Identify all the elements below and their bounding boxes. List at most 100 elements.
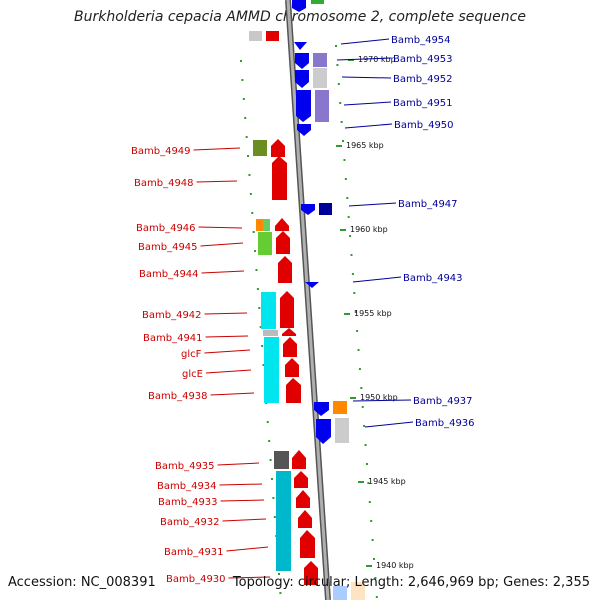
lane-dot bbox=[347, 216, 350, 218]
gene-arrow bbox=[296, 90, 311, 122]
lane-dot bbox=[240, 60, 242, 62]
leader-line bbox=[352, 399, 412, 402]
lane-dot bbox=[337, 83, 340, 85]
gene-arrow bbox=[305, 282, 319, 288]
gene-label-right: Bamb_4951 bbox=[393, 98, 453, 109]
lane-dot bbox=[373, 558, 375, 560]
gene-arrow bbox=[316, 419, 331, 444]
gene-label-right: Bamb_4937 bbox=[413, 396, 473, 407]
gene-label-left: Bamb_4945 bbox=[138, 242, 198, 253]
lane-dot bbox=[254, 250, 257, 252]
lane-dot bbox=[351, 273, 354, 275]
leader-line bbox=[341, 76, 392, 79]
feature-block bbox=[263, 330, 278, 336]
gene-arrow bbox=[295, 70, 309, 88]
feature-block bbox=[333, 401, 347, 414]
lane-dot bbox=[363, 425, 366, 427]
gene-arrow bbox=[280, 291, 294, 328]
gene-label-left: Bamb_4933 bbox=[158, 497, 218, 508]
gene-label-right: Bamb_4950 bbox=[394, 120, 454, 131]
lane-dot bbox=[278, 573, 280, 575]
lane-dot bbox=[374, 577, 377, 579]
ruler-label: 1965 kbp bbox=[346, 141, 384, 150]
gene-label-right: Bamb_4936 bbox=[415, 418, 475, 429]
feature-tracks bbox=[249, 0, 365, 600]
gene-label-left: Bamb_4930 bbox=[166, 574, 226, 585]
lane-dot bbox=[247, 155, 250, 157]
leader-line bbox=[344, 123, 393, 129]
lane-dot bbox=[340, 121, 343, 123]
feature-block bbox=[335, 418, 349, 443]
gene-arrow bbox=[282, 328, 296, 336]
lane-dot bbox=[273, 516, 276, 518]
gene-arrow bbox=[298, 510, 312, 528]
accession-text: Accession: NC_008391 bbox=[8, 575, 156, 590]
gene-arrow bbox=[294, 471, 308, 488]
leader-line bbox=[201, 270, 245, 274]
feature-block bbox=[333, 586, 347, 600]
ruler-tick bbox=[344, 313, 350, 315]
gene-label-right: Bamb_4953 bbox=[393, 54, 453, 65]
leader-line bbox=[193, 147, 241, 151]
lane-dot bbox=[270, 478, 273, 480]
leader-line bbox=[340, 38, 390, 45]
gene-arrow bbox=[283, 337, 297, 357]
ruler-tick bbox=[366, 565, 372, 567]
feature-block bbox=[351, 582, 365, 600]
ruler-tick bbox=[340, 229, 346, 231]
lane-dot bbox=[375, 596, 378, 598]
lane-dot bbox=[371, 539, 374, 541]
leader-line bbox=[196, 180, 238, 183]
leader-line bbox=[200, 242, 244, 247]
lane-dot bbox=[349, 235, 352, 237]
feature-block bbox=[319, 203, 332, 215]
leader-line bbox=[210, 392, 255, 396]
gene-arrow bbox=[301, 204, 315, 215]
lane-dot bbox=[261, 345, 264, 347]
gene-arrow bbox=[292, 0, 306, 12]
gene-label-left: glcE bbox=[182, 369, 203, 380]
feature-block bbox=[315, 90, 329, 122]
gene-label-left: Bamb_4946 bbox=[136, 223, 196, 234]
lane-dot bbox=[342, 140, 345, 142]
ruler-tick bbox=[348, 59, 354, 61]
gene-arrow bbox=[285, 358, 299, 377]
feature-block bbox=[313, 53, 327, 67]
leader-line bbox=[226, 546, 269, 552]
lane-dot bbox=[252, 231, 255, 233]
lane-dot bbox=[367, 482, 370, 484]
leader-line bbox=[217, 462, 260, 466]
lane-dot bbox=[262, 364, 265, 366]
feature-block bbox=[256, 219, 263, 231]
feature-block bbox=[311, 0, 324, 4]
gene-arrow bbox=[304, 561, 318, 585]
leader-line bbox=[352, 276, 402, 283]
ruler-label: 1960 kbp bbox=[350, 225, 388, 234]
gene-arrow bbox=[294, 42, 307, 50]
gene-label-left: Bamb_4932 bbox=[160, 517, 220, 528]
lane-dot bbox=[256, 288, 259, 290]
lane-dot bbox=[343, 159, 346, 161]
lane-dot bbox=[356, 330, 359, 332]
ruler-tick bbox=[350, 397, 356, 399]
map-title: Burkholderia cepacia AMMD chromosome 2, … bbox=[74, 9, 526, 25]
lane-dot bbox=[357, 349, 360, 351]
backbone-highlight bbox=[286, 0, 330, 600]
gene-label-left: Bamb_4948 bbox=[134, 178, 194, 189]
gene-label-left: Bamb_4935 bbox=[155, 461, 215, 472]
gene-arrow bbox=[292, 450, 306, 469]
gene-arrow bbox=[271, 139, 285, 157]
gene-label-left: Bamb_4941 bbox=[143, 333, 203, 344]
lane-dot bbox=[259, 326, 262, 328]
ruler-label: 1940 kbp bbox=[376, 561, 414, 570]
leader-line bbox=[222, 518, 267, 522]
lane-dot bbox=[365, 463, 368, 465]
feature-block bbox=[263, 219, 270, 231]
lane-dot bbox=[368, 501, 371, 503]
leader-line bbox=[336, 57, 392, 61]
gene-label-right: Bamb_4952 bbox=[393, 74, 453, 85]
lane-dot bbox=[335, 45, 337, 47]
lane-dot bbox=[358, 368, 361, 370]
lane-dot bbox=[241, 79, 244, 81]
